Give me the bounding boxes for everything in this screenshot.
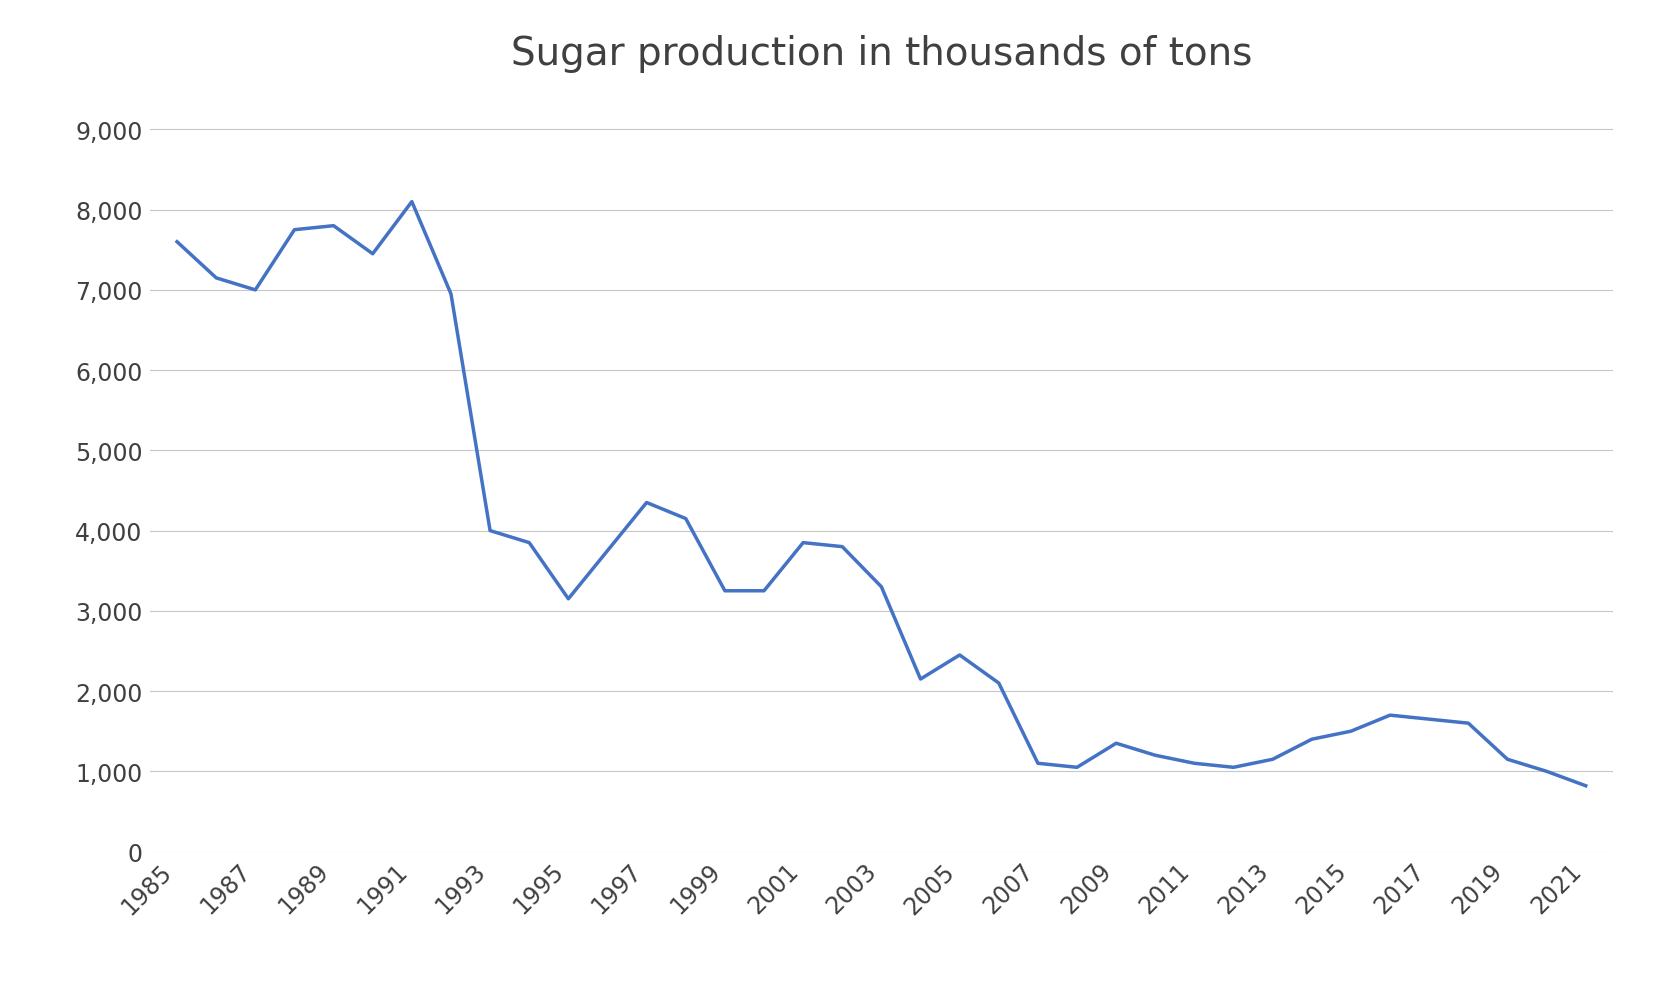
Title: Sugar production in thousands of tons: Sugar production in thousands of tons xyxy=(511,35,1252,73)
